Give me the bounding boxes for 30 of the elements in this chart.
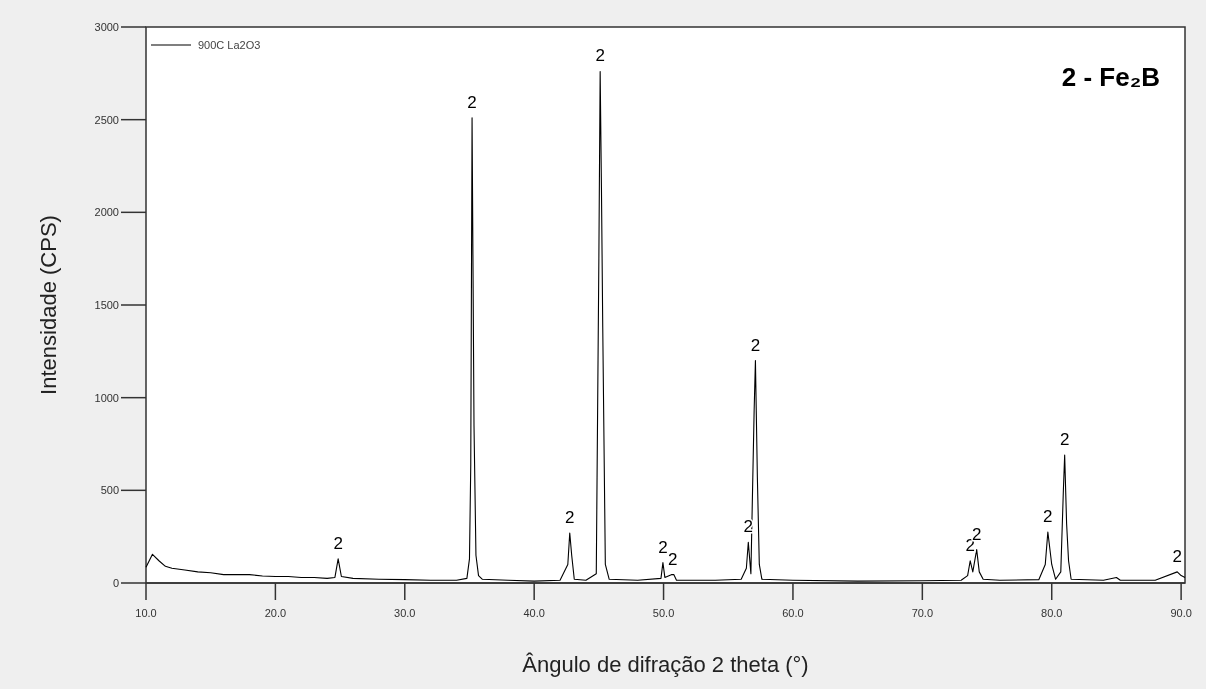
y-tick-label: 2500 (94, 113, 119, 126)
y-tick-label: 1000 (94, 391, 119, 404)
annotation: 2 (1059, 430, 1070, 450)
y-tick-label: 500 (100, 484, 119, 497)
x-tick-label: 50.0 (652, 607, 675, 619)
annotation: 2 (565, 507, 575, 527)
y-tick-label: 1500 (94, 299, 119, 311)
x-axis-title: Ângulo de difração 2 theta (°) (522, 652, 809, 677)
y-tick-label: 0 (112, 577, 119, 589)
y-axis-title: Intensidade (CPS) (36, 215, 61, 395)
annotation: 2 - Fe₂B (1061, 62, 1160, 92)
annotation: 2 (1172, 546, 1182, 566)
x-tick-label: 80.0 (1041, 607, 1063, 619)
annotation: 2 (467, 92, 477, 112)
legend-label: 900C La2O3 (198, 39, 261, 51)
annotation: 2 (658, 537, 668, 557)
x-tick-label: 20.0 (264, 607, 287, 619)
annotation: 2 (667, 549, 678, 569)
x-tick-label: 40.0 (523, 607, 545, 619)
x-tick-label: 60.0 (782, 607, 804, 619)
x-tick-label: 90.0 (1170, 607, 1192, 619)
annotation: 2 (333, 533, 343, 553)
x-tick-label: 70.0 (911, 607, 934, 619)
annotation: 2 (595, 46, 605, 66)
y-tick-label: 2000 (94, 206, 119, 219)
y-tick-label: 3000 (94, 21, 119, 33)
annotation: 2 (1043, 507, 1053, 527)
x-tick-label: 30.0 (394, 607, 416, 619)
annotation: 2 (750, 335, 761, 355)
x-tick-label: 10.0 (135, 607, 157, 619)
